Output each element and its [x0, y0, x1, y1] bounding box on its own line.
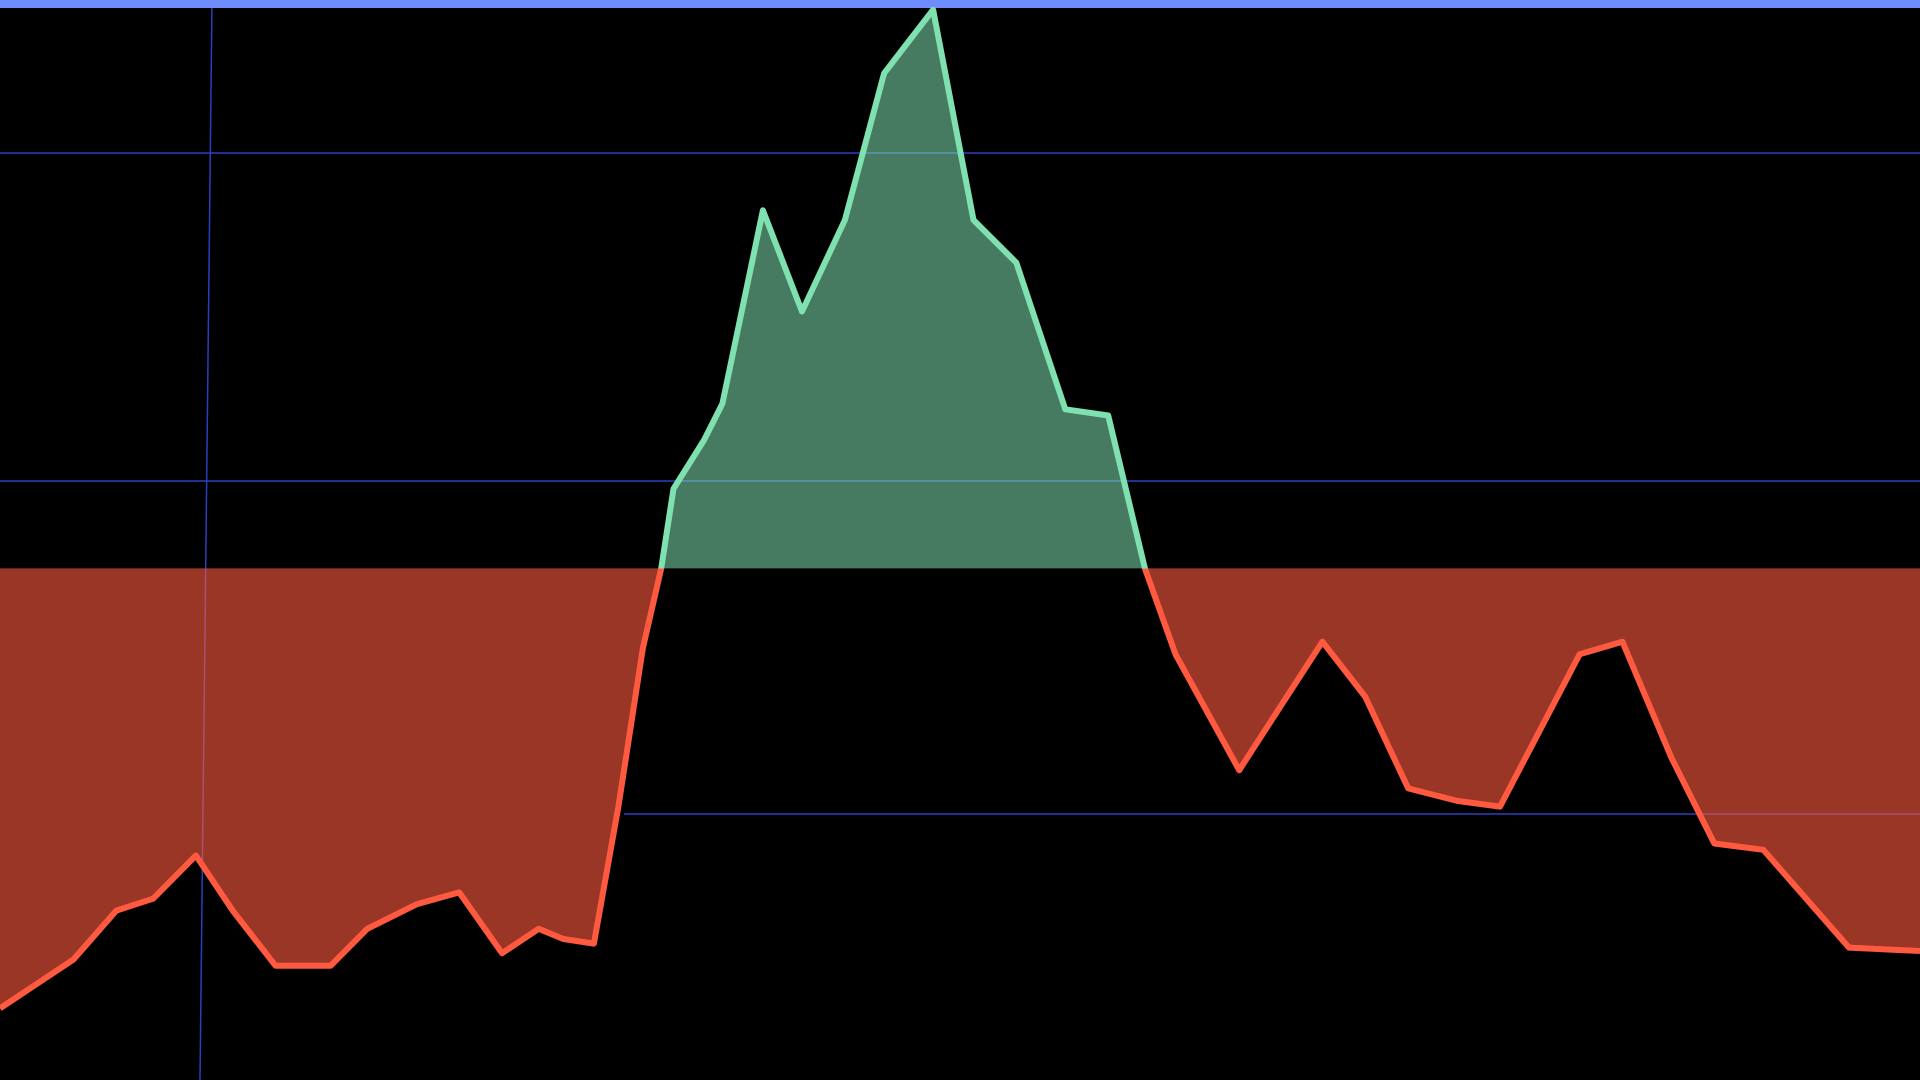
line — [0, 6, 1920, 1011]
grid-line — [199, 0, 213, 1080]
area-fill — [0, 9, 1920, 1009]
